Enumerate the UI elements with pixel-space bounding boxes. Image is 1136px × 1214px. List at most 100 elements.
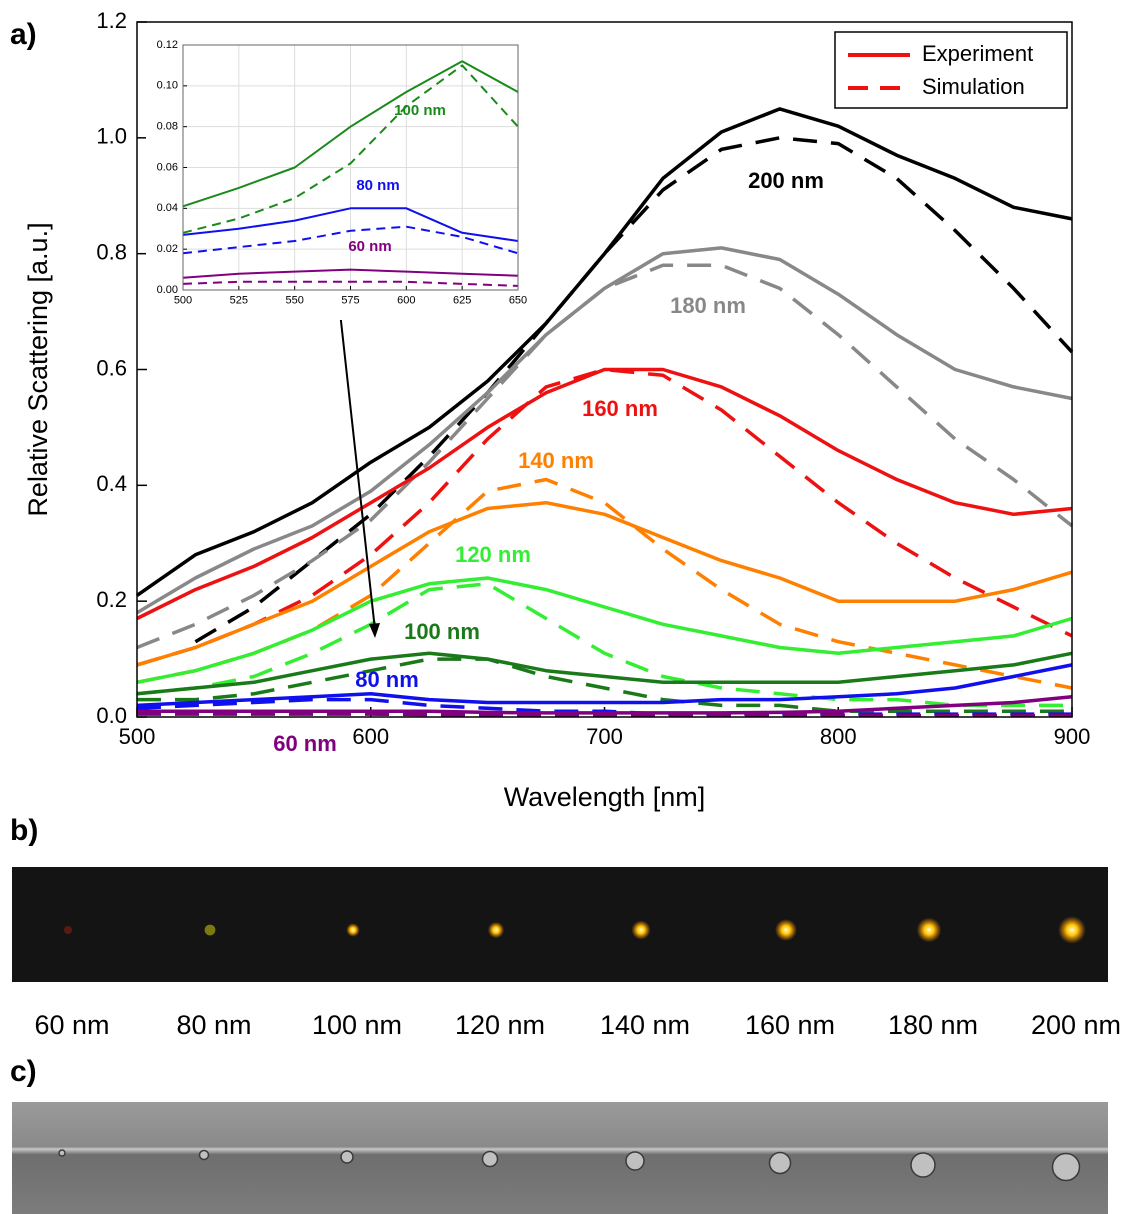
- y-tick-label: 0.6: [96, 355, 127, 380]
- simulation-curve: [137, 712, 1072, 718]
- y-tick-label: 0.02: [157, 243, 178, 255]
- panel-label: a): [10, 18, 37, 51]
- y-tick-label: 0.06: [157, 161, 178, 173]
- x-tick-label: 575: [341, 294, 359, 306]
- y-tick-label: 0.08: [157, 121, 178, 133]
- scattering-spot: [631, 920, 651, 940]
- sem-particle: [910, 1152, 936, 1178]
- size-label: 160 nm: [745, 1010, 835, 1040]
- darkfield-image: [12, 867, 1108, 982]
- pointer-arrow: [339, 311, 376, 631]
- x-tick-label: 500: [119, 724, 156, 749]
- experiment-curve: [136, 367, 1073, 621]
- experiment-curve: [137, 694, 1073, 715]
- size-label: 200 nm: [1031, 1010, 1121, 1040]
- size-label: 80 nm: [176, 1010, 251, 1040]
- simulation-curve: [182, 64, 519, 234]
- sem-image: [12, 1102, 1108, 1214]
- x-tick-label: 700: [586, 724, 623, 749]
- x-tick-label: 900: [1054, 724, 1091, 749]
- experiment-curve: [182, 268, 519, 279]
- curve-label: 180 nm: [670, 293, 746, 318]
- simulation-curve: [136, 477, 1073, 690]
- y-tick-label: 0.12: [157, 39, 178, 51]
- legend-label: Experiment: [922, 41, 1033, 66]
- x-tick-label: 550: [285, 294, 303, 306]
- legend: Experiment Simulation: [834, 31, 1068, 109]
- experiment-curve: [136, 651, 1073, 696]
- scattering-spot: [64, 926, 72, 934]
- scattering-spot: [1058, 916, 1086, 944]
- y-tick-label: 0.8: [96, 239, 127, 264]
- size-label: 180 nm: [888, 1010, 978, 1040]
- size-label: 140 nm: [600, 1010, 690, 1040]
- experiment-curve: [182, 60, 519, 208]
- simulation-curve: [136, 367, 1073, 667]
- simulation-curve: [137, 657, 1072, 713]
- x-tick-label: 600: [397, 294, 415, 306]
- sem-particle: [1051, 1152, 1081, 1182]
- experiment-curve: [182, 207, 519, 242]
- legend-box: [834, 31, 1068, 109]
- scattering-spot: [916, 917, 942, 943]
- x-tick-label: 600: [352, 724, 389, 749]
- experiment-curve: [136, 246, 1073, 615]
- y-tick-label: 1.2: [96, 8, 127, 33]
- sem-particle: [198, 1149, 210, 1161]
- scattering-spot: [346, 923, 360, 937]
- inset-background: [146, 30, 532, 320]
- sem-particle: [340, 1150, 354, 1164]
- inset-chart: 0.00 0.02 0.04 0.06 0.08 0.10 0.12 500 525 550 575…: [146, 30, 532, 320]
- x-tick-label: 650: [509, 294, 527, 306]
- sem-particle: [768, 1151, 792, 1175]
- pointer-arrowhead: [369, 623, 380, 638]
- simulation-curve: [182, 280, 519, 287]
- curve-label: 100 nm: [394, 102, 446, 119]
- curve-label: 60 nm: [273, 731, 337, 756]
- experiment-curve: [136, 107, 1073, 597]
- curve-label: 100 nm: [404, 619, 480, 644]
- curve-label: 140 nm: [518, 448, 594, 473]
- sem-particle: [481, 1150, 499, 1168]
- x-tick-label: 525: [230, 294, 248, 306]
- y-tick-label: 0.00: [157, 284, 178, 296]
- y-tick-label: 0.2: [96, 587, 127, 612]
- curve-label: 60 nm: [348, 238, 391, 255]
- simulation-curve: [136, 582, 1072, 708]
- x-tick-label: 500: [174, 294, 192, 306]
- simulation-curve: [182, 225, 519, 255]
- simulation-curve: [136, 263, 1074, 650]
- axes-frame: [136, 21, 1073, 718]
- panel-label: c): [10, 1055, 37, 1088]
- curve-label: 200 nm: [748, 168, 824, 193]
- sem-particle: [58, 1149, 66, 1157]
- size-label: 120 nm: [455, 1010, 545, 1040]
- size-label: 60 nm: [34, 1010, 109, 1040]
- panel-label: b): [10, 814, 38, 847]
- experiment-curve: [136, 500, 1073, 667]
- legend-label: Simulation: [922, 74, 1025, 99]
- curve-label: 160 nm: [582, 396, 658, 421]
- y-tick-label: 0.0: [96, 703, 127, 728]
- scattering-spot: [487, 921, 505, 939]
- axes-frame: [182, 44, 519, 291]
- y-axis-title: Relative Scattering [a.u.]: [23, 222, 53, 516]
- y-tick-label: 1.0: [96, 124, 127, 149]
- y-tick-label: 0.10: [157, 80, 178, 92]
- x-tick-label: 625: [453, 294, 471, 306]
- sem-particle: [625, 1151, 645, 1171]
- curve-label: 80 nm: [356, 177, 399, 194]
- main-chart: 0.0 0.2 0.4 0.6 0.8 1.0 1.2 500 600 700 800 900 200 …: [23, 8, 1090, 812]
- y-tick-label: 0.04: [157, 202, 178, 214]
- experiment-curve: [136, 576, 1073, 685]
- x-axis-title: Wavelength [nm]: [504, 782, 706, 812]
- simulation-curve: [194, 136, 1074, 644]
- y-tick-label: 0.4: [96, 471, 127, 496]
- x-tick-label: 800: [820, 724, 857, 749]
- scattering-spot: [775, 919, 797, 941]
- curve-label: 80 nm: [355, 667, 419, 692]
- image-panels: 60 nm 80 nm 100 nm 120 nm 140 nm 160 nm 180 nm…: [34, 916, 1121, 1182]
- experiment-curve: [136, 663, 1073, 708]
